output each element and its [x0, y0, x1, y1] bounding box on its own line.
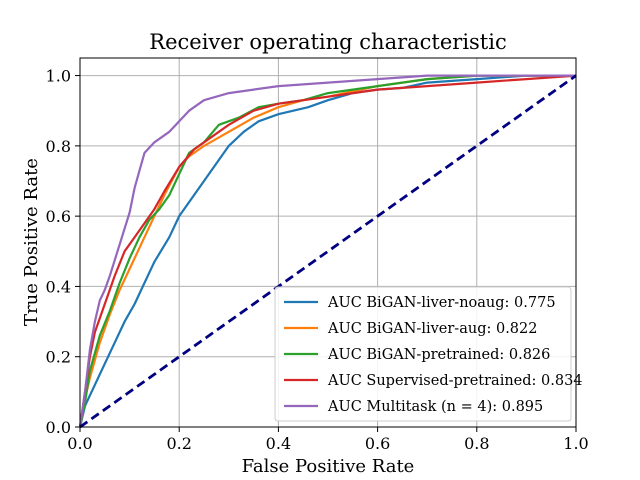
x-tick-label: 0.0: [67, 434, 92, 453]
y-tick-label: 0.2: [46, 348, 71, 367]
legend-label: AUC Multitask (n = 4): 0.895: [327, 399, 543, 415]
legend-box: [274, 286, 572, 422]
y-axis-label: True Positive Rate: [21, 158, 42, 326]
y-tick-label: 0.0: [46, 418, 71, 437]
x-tick-label: 0.6: [365, 434, 390, 453]
chart-title: Receiver operating characteristic: [149, 30, 506, 54]
legend-label: AUC Supervised-pretrained: 0.834: [327, 373, 583, 389]
x-tick-label: 0.4: [266, 434, 291, 453]
chance-diagonal-line: [79, 74, 577, 429]
series-line-3: [78, 74, 577, 428]
legend-label: AUC BiGAN-pretrained: 0.826: [327, 347, 550, 363]
legend-label: AUC BiGAN-liver-noaug: 0.775: [327, 295, 556, 311]
x-axis-label: False Positive Rate: [242, 456, 415, 477]
series-layer: [78, 74, 577, 429]
legend-label: AUC BiGAN-liver-aug: 0.822: [327, 321, 537, 337]
y-tick-label: 0.6: [46, 207, 71, 226]
y-tick-label: 0.8: [46, 137, 71, 156]
y-tick-label: 1.0: [46, 67, 71, 86]
grid-lines: [79, 58, 577, 428]
series-line-2: [78, 74, 576, 428]
x-tick-label: 1.0: [563, 434, 588, 453]
x-tick-label: 0.2: [166, 434, 191, 453]
legend: AUC BiGAN-liver-noaug: 0.775 AUC BiGAN-li…: [274, 286, 583, 422]
y-tick-label: 0.4: [46, 277, 71, 296]
x-tick-label: 0.8: [464, 434, 489, 453]
axis-ticks: 0.0 0.2 0.4 0.6 0.8 1.0 0.0 0.2 0.4 0.6 0.8 1.0: [46, 67, 589, 453]
series-line-4: [78, 74, 576, 428]
plot-frame: [79, 57, 577, 428]
